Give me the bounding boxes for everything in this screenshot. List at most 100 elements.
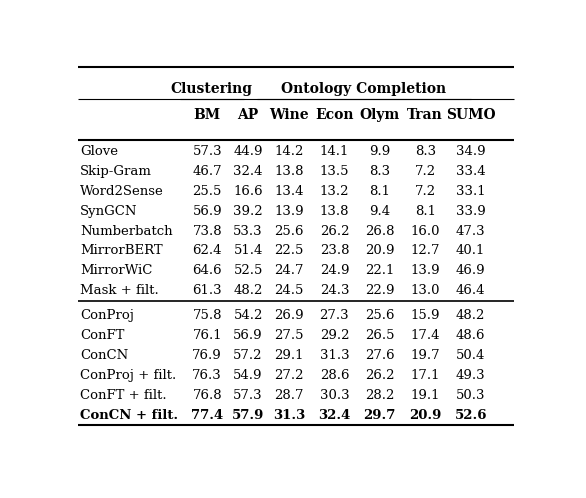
Text: 19.7: 19.7 [410,349,440,362]
Text: Tran: Tran [407,109,443,123]
Text: 26.9: 26.9 [274,309,304,322]
Text: 40.1: 40.1 [456,245,485,257]
Text: 9.9: 9.9 [369,145,390,158]
Text: 54.2: 54.2 [233,309,263,322]
Text: 16.6: 16.6 [233,185,263,198]
Text: 25.6: 25.6 [274,225,304,238]
Text: 13.8: 13.8 [319,205,349,218]
Text: 56.9: 56.9 [192,205,222,218]
Text: 26.2: 26.2 [319,225,349,238]
Text: SUMO: SUMO [446,109,495,123]
Text: 57.2: 57.2 [233,349,263,362]
Text: 73.8: 73.8 [192,225,222,238]
Text: 8.3: 8.3 [369,165,390,178]
Text: 27.6: 27.6 [365,349,394,362]
Text: 20.9: 20.9 [365,245,394,257]
Text: ConCN: ConCN [80,349,128,362]
Text: 52.6: 52.6 [454,408,487,422]
Text: 50.4: 50.4 [456,349,485,362]
Text: 57.3: 57.3 [233,388,263,401]
Text: ConFT: ConFT [80,329,124,342]
Text: 19.1: 19.1 [410,388,440,401]
Text: 13.4: 13.4 [274,185,304,198]
Text: 34.9: 34.9 [456,145,485,158]
Text: Ontology Completion: Ontology Completion [281,82,447,96]
Text: 25.6: 25.6 [365,309,394,322]
Text: 31.3: 31.3 [273,408,305,422]
Text: 8.1: 8.1 [369,185,390,198]
Text: 76.8: 76.8 [192,388,222,401]
Text: BM: BM [193,109,221,123]
Text: 33.1: 33.1 [456,185,485,198]
Text: 28.2: 28.2 [365,388,394,401]
Text: 27.2: 27.2 [274,369,304,381]
Text: ConCN + filt.: ConCN + filt. [80,408,178,422]
Text: 76.9: 76.9 [192,349,222,362]
Text: 46.4: 46.4 [456,284,485,297]
Text: 23.8: 23.8 [319,245,349,257]
Text: Word2Sense: Word2Sense [80,185,164,198]
Text: MirrorBERT: MirrorBERT [80,245,163,257]
Text: 56.9: 56.9 [233,329,263,342]
Text: 77.4: 77.4 [191,408,223,422]
Text: Clustering: Clustering [171,82,253,96]
Text: 17.4: 17.4 [410,329,440,342]
Text: 27.3: 27.3 [319,309,349,322]
Text: 75.8: 75.8 [192,309,222,322]
Text: 14.1: 14.1 [320,145,349,158]
Text: SynGCN: SynGCN [80,205,138,218]
Text: 13.9: 13.9 [274,205,304,218]
Text: 27.5: 27.5 [274,329,304,342]
Text: Olym: Olym [360,109,400,123]
Text: 22.5: 22.5 [274,245,304,257]
Text: 44.9: 44.9 [233,145,263,158]
Text: 13.9: 13.9 [410,264,440,277]
Text: 24.3: 24.3 [319,284,349,297]
Text: 17.1: 17.1 [410,369,440,381]
Text: 14.2: 14.2 [274,145,304,158]
Text: 52.5: 52.5 [233,264,263,277]
Text: 26.5: 26.5 [365,329,394,342]
Text: 26.8: 26.8 [365,225,394,238]
Text: 29.2: 29.2 [319,329,349,342]
Text: AP: AP [237,109,259,123]
Text: 33.4: 33.4 [456,165,485,178]
Text: 51.4: 51.4 [233,245,263,257]
Text: 13.0: 13.0 [410,284,440,297]
Text: 48.2: 48.2 [456,309,485,322]
Text: 50.3: 50.3 [456,388,485,401]
Text: 13.5: 13.5 [319,165,349,178]
Text: Econ: Econ [315,109,353,123]
Text: 48.6: 48.6 [456,329,485,342]
Text: 8.3: 8.3 [415,145,436,158]
Text: 32.4: 32.4 [318,408,350,422]
Text: 30.3: 30.3 [319,388,349,401]
Text: Skip-Gram: Skip-Gram [80,165,152,178]
Text: 64.6: 64.6 [192,264,222,277]
Text: 7.2: 7.2 [415,185,436,198]
Text: 20.9: 20.9 [409,408,441,422]
Text: MirrorWiC: MirrorWiC [80,264,152,277]
Text: 61.3: 61.3 [192,284,222,297]
Text: 57.3: 57.3 [192,145,222,158]
Text: 57.9: 57.9 [232,408,264,422]
Text: Numberbatch: Numberbatch [80,225,173,238]
Text: 22.1: 22.1 [365,264,394,277]
Text: 13.8: 13.8 [274,165,304,178]
Text: 8.1: 8.1 [415,205,436,218]
Text: Mask + filt.: Mask + filt. [80,284,159,297]
Text: 22.9: 22.9 [365,284,394,297]
Text: 47.3: 47.3 [456,225,485,238]
Text: 12.7: 12.7 [410,245,440,257]
Text: 53.3: 53.3 [233,225,263,238]
Text: Glove: Glove [80,145,118,158]
Text: 24.5: 24.5 [274,284,304,297]
Text: 25.5: 25.5 [193,185,222,198]
Text: 7.2: 7.2 [415,165,436,178]
Text: 16.0: 16.0 [410,225,440,238]
Text: 15.9: 15.9 [410,309,440,322]
Text: 9.4: 9.4 [369,205,390,218]
Text: 24.9: 24.9 [319,264,349,277]
Text: 29.7: 29.7 [364,408,396,422]
Text: 24.7: 24.7 [274,264,304,277]
